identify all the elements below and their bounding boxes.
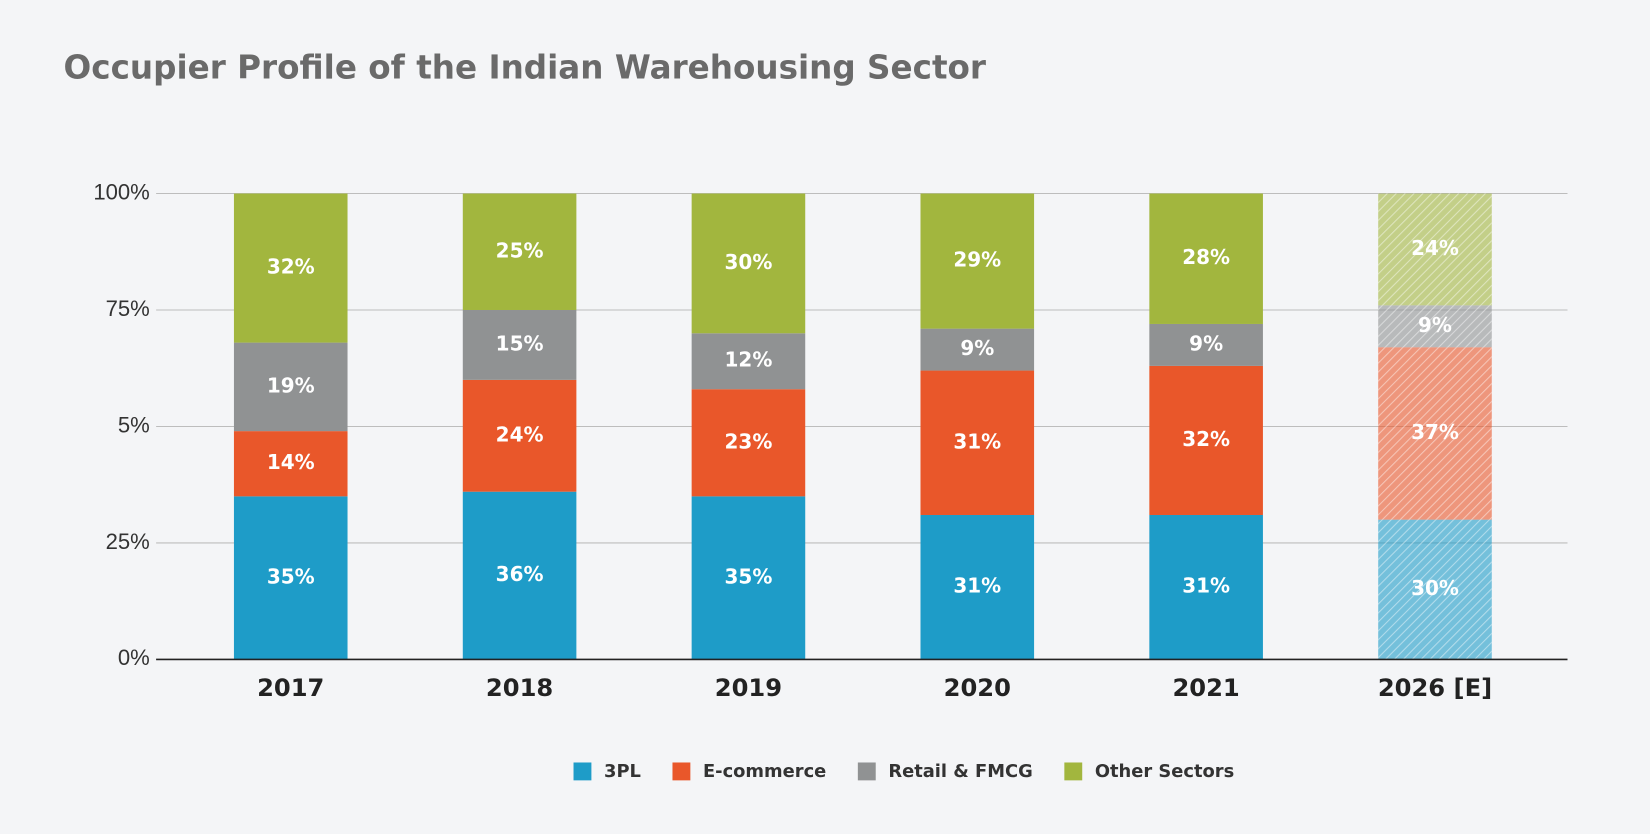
data-label: 28%: [1182, 245, 1230, 269]
legend-label: 3PL: [604, 761, 641, 782]
data-label: 35%: [725, 564, 773, 588]
bar-segment: [691, 389, 806, 497]
data-label: 35%: [267, 564, 315, 588]
data-label: 9%: [1189, 331, 1223, 355]
bar-segment: [462, 379, 577, 492]
legend-swatch: [1064, 762, 1083, 781]
data-label: 24%: [496, 422, 544, 446]
bar-segment: [1149, 323, 1263, 366]
legend-label: Retail & FMCG: [888, 761, 1032, 782]
x-tick-label: 2020: [944, 674, 1011, 702]
legend-label: E-commerce: [703, 761, 826, 782]
data-label: 30%: [725, 250, 773, 274]
bar-segment: [691, 496, 806, 660]
data-label: 29%: [953, 248, 1001, 272]
bar-segment: [233, 431, 348, 497]
bar-segment: [233, 193, 348, 343]
bar-segment: [1149, 193, 1263, 324]
bar-segment: [462, 193, 577, 310]
data-label: 37%: [1411, 420, 1459, 444]
hatch-overlay: [1378, 347, 1492, 520]
hatch-overlay: [1378, 519, 1492, 660]
y-tick-label: 100%: [93, 179, 149, 204]
x-tick-label: 2017: [257, 674, 324, 702]
data-label: 23%: [725, 429, 773, 453]
legend-swatch: [857, 762, 876, 781]
data-label: 31%: [953, 429, 1001, 453]
y-tick-label: 5%: [118, 412, 150, 437]
data-label: 30%: [1411, 576, 1459, 600]
y-tick-label: 0%: [118, 645, 150, 670]
bar-segment: [691, 333, 806, 390]
x-tick-label: 2019: [715, 674, 782, 702]
bar-segment: [920, 370, 1035, 515]
data-label: 19%: [267, 373, 315, 397]
bar-segment: [1149, 365, 1263, 515]
data-label: 12%: [725, 348, 773, 372]
x-tick-label: 2026 [E]: [1378, 674, 1492, 702]
chart-title: Occupier Profile of the Indian Warehousi…: [64, 48, 986, 86]
y-tick-label: 25%: [106, 529, 150, 554]
bar-segment: [920, 193, 1035, 329]
data-label: 31%: [953, 574, 1001, 598]
hatch-overlay: [1378, 305, 1492, 348]
x-tick-label: 2021: [1172, 674, 1239, 702]
data-label: 25%: [496, 238, 544, 262]
data-label: 14%: [267, 450, 315, 474]
legend-swatch: [573, 762, 592, 781]
data-label: 9%: [1418, 313, 1452, 337]
data-label: 32%: [1182, 427, 1230, 451]
x-tick-label: 2018: [486, 674, 553, 702]
data-label: 9%: [960, 336, 994, 360]
bar-segment: [920, 514, 1035, 660]
legend-swatch: [672, 762, 691, 781]
hatch-overlay: [1378, 193, 1492, 306]
bar-segment: [233, 342, 348, 432]
bar-segment: [462, 309, 577, 380]
y-tick-label: 75%: [106, 296, 150, 321]
data-label: 24%: [1411, 236, 1459, 260]
data-label: 15%: [496, 331, 544, 355]
data-label: 36%: [496, 562, 544, 586]
legend-label: Other Sectors: [1095, 761, 1234, 782]
bar-segment: [691, 193, 806, 334]
bar-segment: [462, 491, 577, 660]
data-label: 31%: [1182, 574, 1230, 598]
bar-segment: [233, 496, 348, 660]
bar-segment: [920, 328, 1035, 371]
bar-segment: [1149, 514, 1263, 660]
data-label: 32%: [267, 255, 315, 279]
